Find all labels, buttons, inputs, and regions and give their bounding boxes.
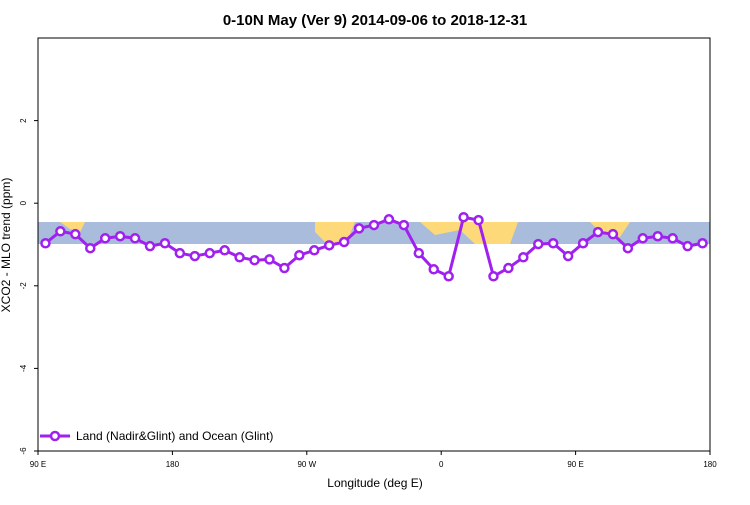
point	[458, 211, 469, 223]
point	[368, 219, 380, 231]
point	[204, 247, 215, 259]
point	[114, 230, 126, 242]
legend-marker	[49, 430, 61, 442]
point	[85, 242, 96, 254]
x-tick-label: 90 E	[567, 460, 583, 469]
y-tick-label: -6	[19, 447, 28, 455]
x-axis-label: Longitude (deg E)	[327, 476, 422, 490]
point	[398, 219, 410, 231]
point	[533, 238, 544, 250]
point	[562, 250, 574, 262]
legend-label: Land (Nadir&Glint) and Ocean (Glint)	[76, 429, 273, 443]
y-tick-label: -4	[19, 364, 28, 372]
point	[428, 264, 439, 275]
point	[219, 245, 230, 256]
point	[547, 238, 559, 249]
point	[70, 228, 81, 240]
point	[159, 238, 171, 249]
point	[518, 252, 529, 263]
point	[488, 271, 499, 282]
point	[473, 214, 484, 226]
point	[234, 252, 245, 263]
point	[383, 214, 395, 225]
y-axis-label: XCO2 - MLO trend (ppm)	[0, 178, 13, 313]
point	[443, 271, 454, 282]
point	[144, 240, 156, 252]
point	[413, 247, 425, 259]
point	[279, 262, 290, 274]
land	[60, 222, 85, 232]
ocean	[38, 222, 710, 244]
point	[667, 233, 678, 244]
point	[249, 254, 260, 266]
point	[189, 250, 201, 262]
chart-title: 0-10N May (Ver 9) 2014-09-06 to 2018-12-…	[223, 12, 527, 29]
x-tick-label: 90 E	[30, 460, 46, 469]
point	[637, 233, 649, 244]
point	[309, 245, 320, 256]
point	[99, 233, 111, 244]
y-tick-label: 2	[19, 118, 28, 123]
point	[294, 249, 305, 261]
point	[55, 226, 66, 237]
point	[592, 226, 604, 238]
x-tick-label: 0	[439, 460, 444, 469]
plot-frame	[37, 37, 711, 452]
point	[338, 236, 350, 248]
point	[607, 228, 619, 240]
point	[264, 254, 275, 265]
y-tick-label: -2	[19, 282, 28, 290]
point	[323, 240, 335, 251]
y-tick-label: 0	[19, 200, 28, 205]
legend: Land (Nadir&Glint) and Ocean (Glint)	[40, 429, 273, 443]
x-tick-label: 90 W	[297, 460, 316, 469]
x-tick-label: 180	[703, 460, 717, 469]
point	[353, 223, 365, 234]
point	[622, 242, 634, 254]
point	[174, 247, 186, 259]
point	[40, 238, 51, 249]
land	[590, 222, 630, 237]
point	[697, 238, 708, 249]
point	[503, 262, 514, 274]
point	[129, 233, 141, 244]
land	[420, 222, 518, 244]
point	[682, 240, 693, 252]
point	[577, 238, 589, 249]
x-tick-label: 180	[166, 460, 180, 469]
point	[652, 230, 663, 242]
